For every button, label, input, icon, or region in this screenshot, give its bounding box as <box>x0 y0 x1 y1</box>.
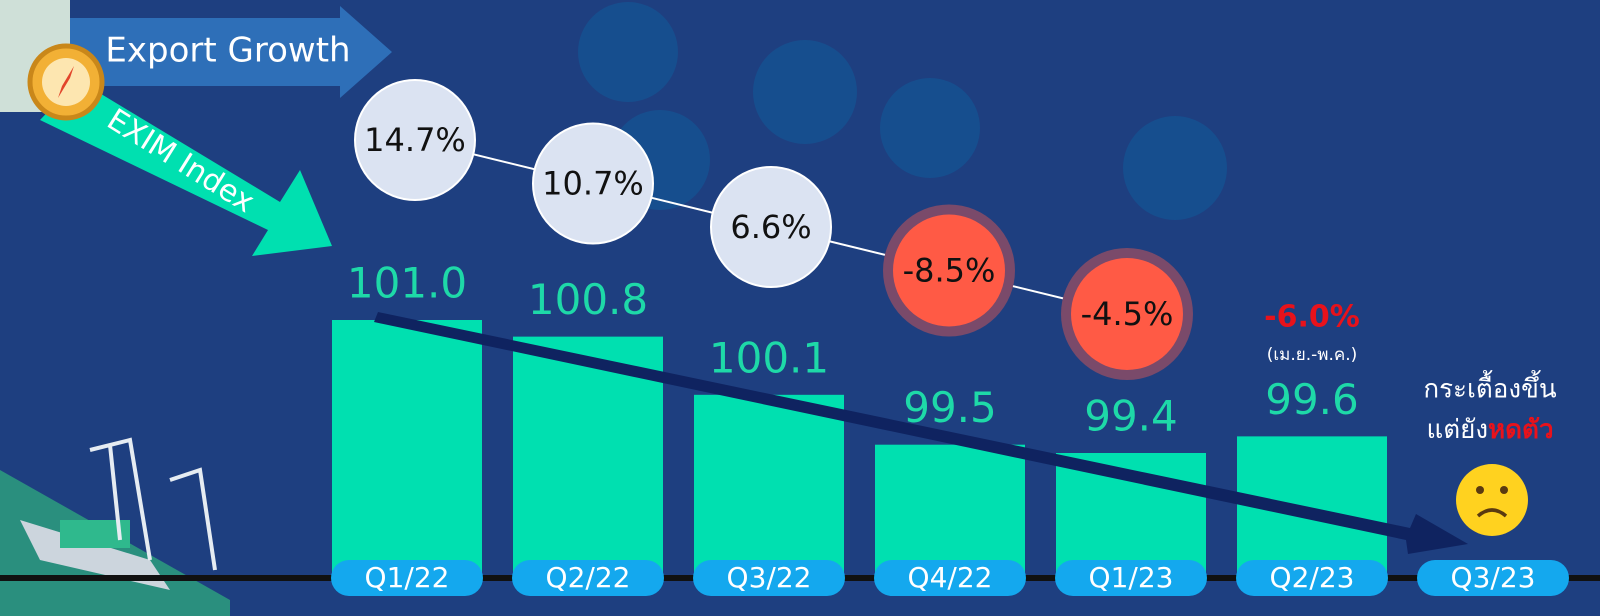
face <box>1456 464 1528 536</box>
bar <box>694 394 844 578</box>
compass-needle <box>58 66 74 98</box>
x-tick-label: Q3/23 <box>1451 561 1536 594</box>
x-tick-label: Q3/22 <box>727 561 812 594</box>
dot <box>880 78 980 178</box>
comment-line1: กระเตื้องขึ้น <box>1423 370 1557 405</box>
growth-label: 10.7% <box>542 165 644 203</box>
banner-arrow <box>60 6 392 98</box>
growth-label: 6.6% <box>730 208 811 246</box>
bar-value-label: 100.1 <box>709 333 829 382</box>
bar <box>875 444 1025 578</box>
banner-title: Export Growth <box>105 31 350 71</box>
bar-value-label: 100.8 <box>528 275 648 324</box>
growth-circle <box>893 214 1005 327</box>
growth-label: -4.5% <box>1081 295 1174 333</box>
bar <box>332 320 482 578</box>
growth-circle <box>354 79 476 201</box>
comment-emphasis: หดตัว <box>1488 415 1554 445</box>
comment-line2: แต่ยังหดตัว <box>1426 415 1553 445</box>
growth-label: 14.7% <box>364 121 466 159</box>
category-pill <box>874 560 1026 596</box>
category-pill <box>1236 560 1388 596</box>
growth-circle <box>710 166 832 288</box>
eye <box>1500 486 1508 494</box>
dot <box>578 2 678 102</box>
dot <box>753 40 857 144</box>
x-tick-label: Q2/22 <box>546 561 631 594</box>
trend-arrow <box>374 312 1468 554</box>
growth-label: -6.0% <box>1264 300 1360 335</box>
x-tick-label: Q1/23 <box>1089 561 1174 594</box>
decor-dots <box>578 2 1227 220</box>
dot <box>1123 116 1227 220</box>
x-tick-label: Q4/22 <box>908 561 993 594</box>
category-pill <box>331 560 483 596</box>
mouth <box>1476 508 1508 518</box>
category-axis: Q1/22 Q2/22 Q3/22 Q4/22 Q1/23 Q2/23 Q3/23 <box>331 560 1569 596</box>
ship <box>20 520 170 590</box>
category-pill <box>512 560 664 596</box>
growth-circle <box>1071 258 1183 370</box>
period-note: (เม.ย.-พ.ค.) <box>1267 345 1358 365</box>
index-arrow <box>40 80 332 256</box>
growth-label: -8.5% <box>903 252 996 290</box>
bar-value-label: 101.0 <box>347 259 467 308</box>
sad-face <box>1456 464 1528 536</box>
x-tick-label: Q2/23 <box>1270 561 1355 594</box>
bar-value-label: 99.5 <box>903 383 997 432</box>
plot-area: 101.0 100.8 100.1 99.5 99.4 99.6 14.7% 10.7% 6.6… <box>332 79 1387 578</box>
category-pill <box>1417 560 1569 596</box>
category-pill <box>1055 560 1207 596</box>
bar-value-label: 99.6 <box>1265 375 1359 424</box>
comment-text: แต่ยัง <box>1426 415 1488 445</box>
category-pill <box>693 560 845 596</box>
growth-circle <box>532 122 654 245</box>
cranes <box>89 437 217 571</box>
bar-value-label: 99.4 <box>1084 392 1178 441</box>
x-tick-label: Q1/22 <box>365 561 450 594</box>
eye <box>1476 486 1484 494</box>
